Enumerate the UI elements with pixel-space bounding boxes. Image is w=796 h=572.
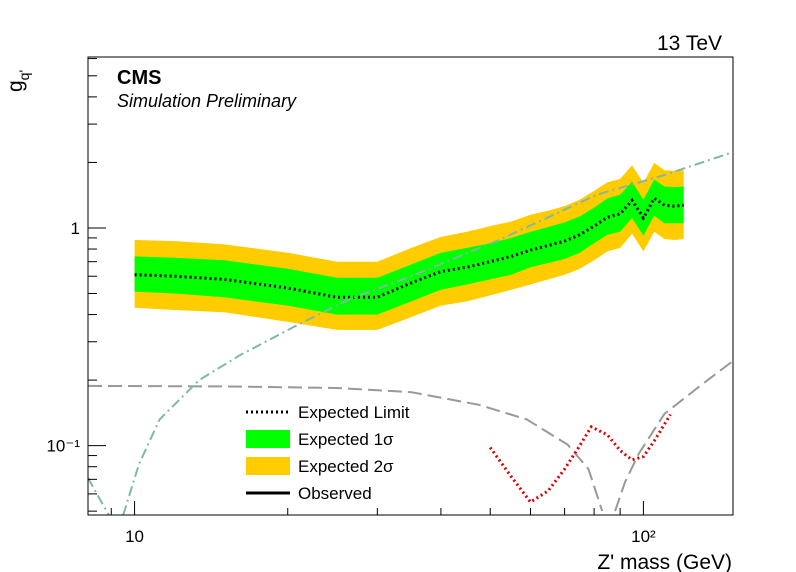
legend-label: Expected Limit: [298, 403, 410, 422]
x-tick-label: 10: [125, 527, 144, 546]
experiment-label: CMS: [117, 67, 161, 89]
y-tick-label: 10⁻¹: [46, 437, 80, 456]
frame: [87, 56, 734, 516]
axes: 10 10² 10⁻¹ 1: [46, 58, 656, 546]
line: [488, 413, 672, 505]
y-axis-label: gq': [4, 70, 32, 92]
x-axis-label: Z' mass (GeV): [597, 551, 732, 572]
energy-label: 13 TeV: [657, 32, 722, 55]
line: [134, 196, 684, 299]
legend-label: Expected 2σ: [298, 457, 394, 476]
x-tick-label: 10²: [631, 527, 656, 546]
y-axis-label-main: g: [4, 80, 27, 92]
y-axis-label-sub: q': [16, 70, 32, 80]
line: [88, 360, 733, 512]
legend-label: Expected 1σ: [298, 430, 394, 449]
legend-swatch: [246, 430, 290, 448]
legend-swatch: [246, 457, 290, 475]
line: [88, 151, 733, 515]
band: [134, 179, 684, 315]
legend: Expected Limit Expected 1σ Expected 2σ Obse…: [246, 403, 410, 503]
legend-label: Observed: [298, 484, 372, 503]
subtitle: Simulation Preliminary: [117, 91, 297, 111]
plot-area: [88, 151, 733, 515]
y-tick-label: 1: [71, 219, 80, 238]
